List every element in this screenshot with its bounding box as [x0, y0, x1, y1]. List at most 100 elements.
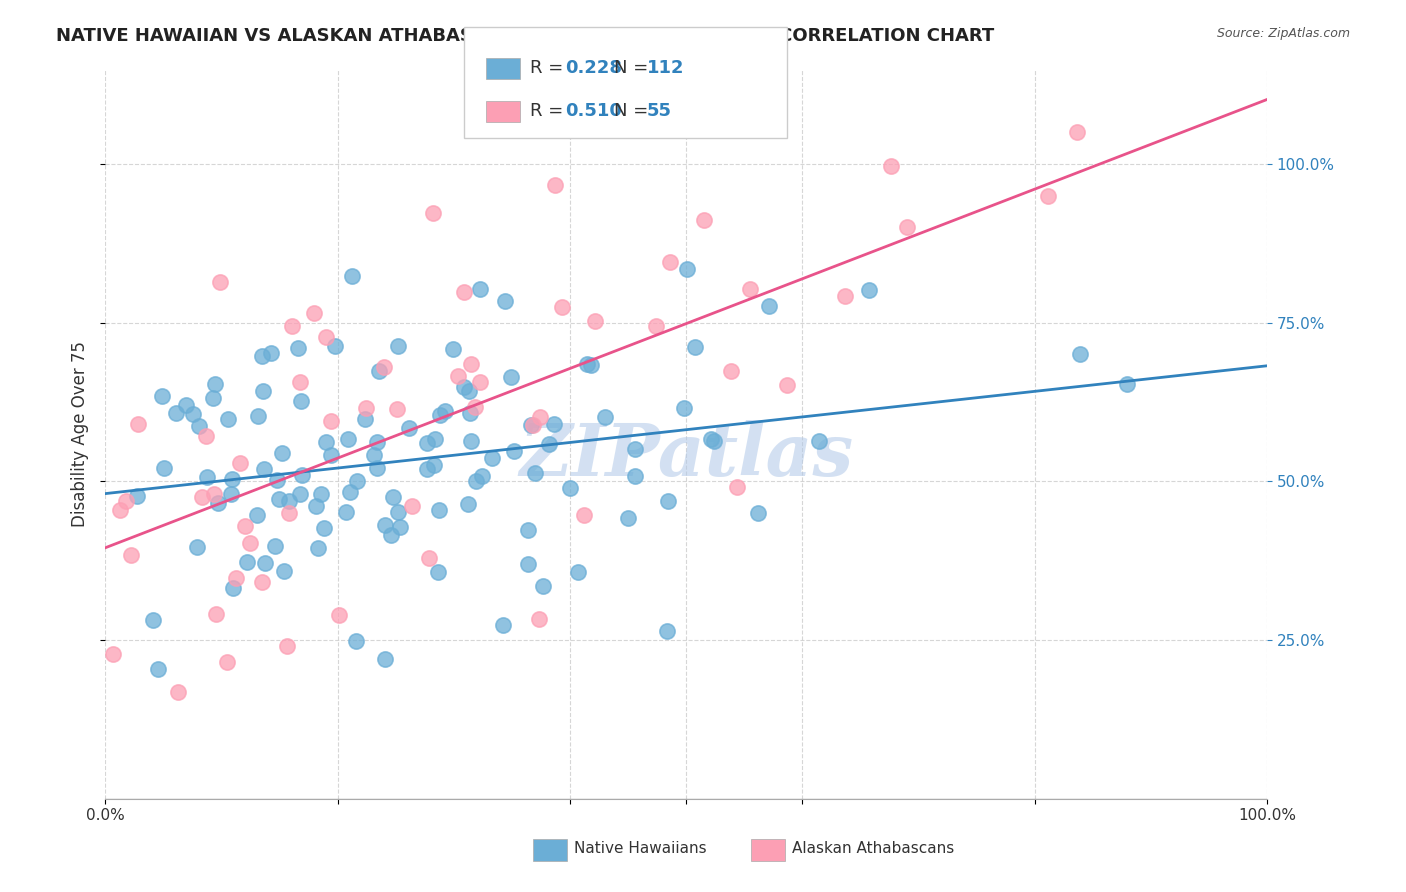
Text: 55: 55 [647, 102, 672, 120]
Point [624, 469, 647, 483]
Point [567, 565, 589, 579]
Point [494, 293, 516, 308]
Point [291, 468, 314, 483]
Text: ZIPatlas: ZIPatlas [519, 420, 853, 491]
Point [202, 391, 225, 405]
Point [720, 363, 742, 377]
Point [441, 343, 464, 357]
Point [328, 607, 350, 622]
Point [103, 647, 125, 661]
Point [366, 434, 388, 449]
Point [250, 349, 273, 363]
Point [537, 437, 560, 451]
Point [195, 470, 218, 484]
Point [253, 462, 276, 476]
Point [288, 375, 311, 389]
Point [740, 282, 762, 296]
Point [247, 409, 270, 424]
Point [287, 341, 309, 355]
Point [491, 618, 513, 632]
Point [426, 566, 449, 580]
Point [142, 613, 165, 627]
Point [373, 359, 395, 374]
Point [252, 574, 274, 589]
Point [468, 282, 491, 296]
Point [356, 401, 378, 416]
Point [425, 432, 447, 446]
Text: 0.228: 0.228 [565, 59, 623, 77]
Point [260, 346, 283, 360]
Point [381, 490, 404, 504]
Point [693, 213, 716, 227]
Point [401, 499, 423, 513]
Point [645, 319, 668, 334]
Point [470, 375, 492, 389]
Point [276, 640, 298, 654]
Point [315, 435, 337, 450]
Point [245, 508, 267, 522]
Point [700, 432, 723, 446]
Point [346, 474, 368, 488]
Point [457, 497, 479, 511]
Point [176, 398, 198, 412]
Point [312, 521, 335, 535]
Point [747, 506, 769, 520]
Point [266, 473, 288, 487]
Point [595, 409, 617, 424]
Point [217, 412, 239, 426]
Point [1069, 347, 1091, 361]
Point [380, 527, 402, 541]
Text: R =: R = [530, 59, 569, 77]
Point [623, 442, 645, 456]
Point [387, 401, 409, 416]
Point [655, 624, 678, 639]
Point [315, 329, 337, 343]
Point [108, 503, 131, 517]
Point [389, 520, 412, 534]
Text: 112: 112 [647, 59, 685, 77]
Text: N =: N = [614, 59, 654, 77]
Point [233, 519, 256, 533]
Point [429, 408, 451, 422]
Point [503, 444, 526, 458]
Point [516, 524, 538, 538]
Point [387, 339, 409, 353]
Point [529, 410, 551, 425]
Point [460, 358, 482, 372]
Point [703, 434, 725, 448]
Point [368, 364, 391, 378]
Point [253, 556, 276, 570]
Point [148, 662, 170, 676]
Point [808, 434, 831, 448]
Point [278, 506, 301, 520]
Point [458, 406, 481, 420]
Point [335, 505, 357, 519]
Text: NATIVE HAWAIIAN VS ALASKAN ATHABASCAN DISABILITY AGE OVER 75 CORRELATION CHART: NATIVE HAWAIIAN VS ALASKAN ATHABASCAN DI… [56, 27, 994, 45]
Point [725, 480, 748, 494]
Point [880, 159, 903, 173]
Point [517, 557, 540, 571]
Point [337, 433, 360, 447]
Point [387, 505, 409, 519]
Point [222, 581, 245, 595]
Point [354, 412, 377, 426]
Point [543, 417, 565, 431]
Point [273, 565, 295, 579]
Point [267, 491, 290, 506]
Point [418, 551, 440, 566]
Point [522, 418, 544, 433]
Point [683, 340, 706, 354]
Point [194, 428, 217, 442]
Point [659, 254, 682, 268]
Point [423, 458, 446, 472]
Point [339, 484, 361, 499]
Point [288, 487, 311, 501]
Point [127, 489, 149, 503]
Point [186, 540, 208, 554]
Point [427, 503, 450, 517]
Point [551, 301, 574, 315]
Point [165, 406, 187, 420]
Point [228, 456, 250, 470]
Point [208, 275, 231, 289]
Point [219, 487, 242, 501]
